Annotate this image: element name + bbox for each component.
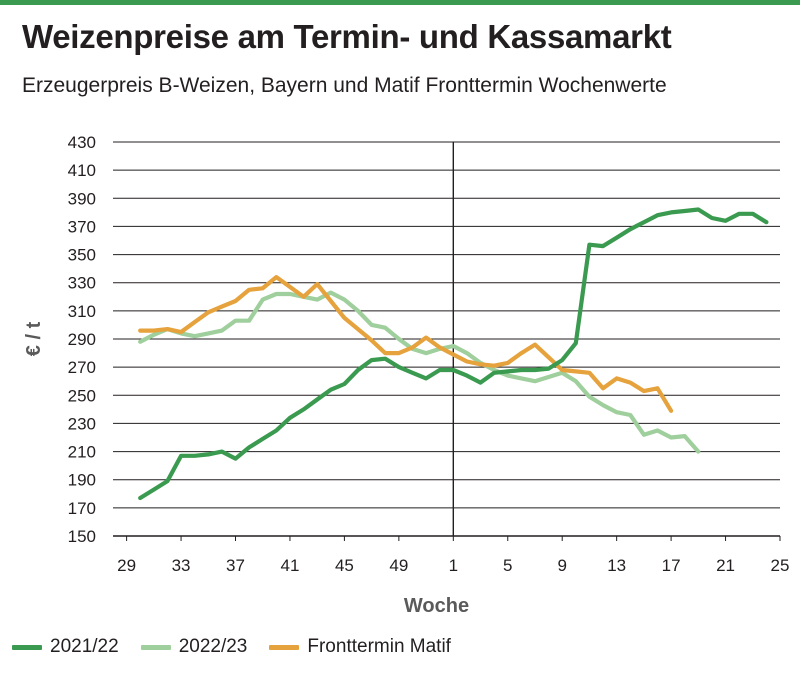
y-tick-label: 170 (68, 499, 96, 518)
chart-title: Weizenpreise am Termin- und Kassamarkt (22, 18, 672, 55)
series-line-2022-23 (138, 290, 701, 454)
y-axis-title: € / t (23, 321, 45, 356)
y-tick-label: 310 (68, 302, 96, 321)
x-tick-label: 29 (117, 556, 136, 575)
x-tick-label: 17 (662, 556, 681, 575)
legend-swatch-matif (269, 644, 300, 650)
legend-label-matif: Fronttermin Matif (307, 636, 451, 657)
series-line-matif (138, 275, 674, 413)
legend: 2021/22 2022/23 Fronttermin Matif (12, 636, 473, 658)
y-tick-label: 250 (68, 386, 96, 405)
x-tick-label: 33 (172, 556, 191, 575)
x-tick-label: 45 (335, 556, 354, 575)
series-line-2021-22 (138, 207, 769, 501)
legend-item-matif: Fronttermin Matif (269, 636, 451, 658)
accent-bar (0, 0, 800, 5)
x-tick-label: 41 (280, 556, 299, 575)
y-tick-label: 410 (68, 161, 96, 180)
x-tick-label: 25 (771, 556, 790, 575)
legend-swatch-2021-22 (12, 644, 42, 650)
y-tick-label: 290 (68, 330, 96, 349)
y-tick-label: 350 (68, 246, 96, 265)
y-tick-label: 330 (68, 274, 96, 293)
x-axis-title: Woche (404, 595, 469, 617)
x-tick-label: 13 (607, 556, 626, 575)
legend-label-2021-22: 2021/22 (50, 636, 119, 657)
chart-subtitle: Erzeugerpreis B-Weizen, Bayern und Matif… (22, 74, 667, 97)
x-tick-label: 49 (389, 556, 408, 575)
x-tick-label: 21 (716, 556, 735, 575)
y-tick-label: 390 (68, 189, 96, 208)
legend-swatch-2022-23 (140, 644, 171, 650)
legend-label-2022-23: 2022/23 (178, 636, 248, 657)
y-tick-label: 370 (68, 217, 96, 236)
x-tick-label: 9 (557, 556, 566, 575)
legend-item-2021-22: 2021/22 (12, 636, 119, 658)
y-tick-label: 210 (68, 443, 96, 462)
y-tick-label: 430 (68, 133, 96, 152)
legend-item-2022-23: 2022/23 (140, 636, 248, 658)
x-tick-label: 5 (503, 556, 512, 575)
y-tick-label: 150 (68, 527, 96, 546)
x-tick-label: 1 (449, 556, 458, 575)
y-tick-label: 230 (68, 414, 96, 433)
y-tick-label: 190 (68, 471, 96, 490)
x-tick-label: 37 (226, 556, 245, 575)
y-tick-label: 270 (68, 358, 96, 377)
